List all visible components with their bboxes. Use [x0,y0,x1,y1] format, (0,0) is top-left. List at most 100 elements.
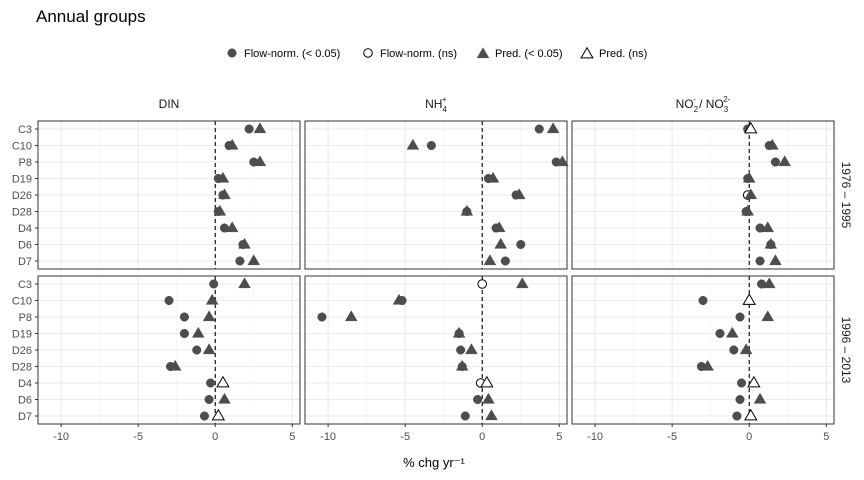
panel-r1-din [37,120,301,270]
x-tick-label: 0 [479,431,485,443]
y-tick-label: D7 [18,411,32,423]
legend-key-triangle [580,46,594,59]
point-pred-D28 [213,204,227,216]
row-strip-label: 1996 – 2013 [839,317,853,384]
point-pred-C10 [742,293,756,305]
y-tick-label: D19 [12,329,32,341]
point-pred-P8 [761,310,775,322]
point-pred-P8 [253,155,267,167]
point-pred-C10 [766,138,779,150]
x-tick-label: -5 [133,431,143,443]
point-pred-C3 [744,121,758,134]
y-tick-label: D19 [12,174,32,186]
legend-label: Flow-norm. (ns) [380,48,457,60]
panel-border [571,120,835,270]
x-tick-label: 5 [823,431,829,443]
point-pred-C10 [205,293,219,305]
point-flow-D6 [473,394,483,405]
points-r1-din [213,122,267,266]
legend-key-circle [363,48,373,58]
point-pred-C10 [406,138,420,150]
x-tick-label: 5 [289,431,295,443]
point-pred-D19 [452,326,466,338]
y-tick-label: D7 [18,256,32,268]
point-pred-C3 [253,122,267,134]
point-flow-C10 [164,295,174,306]
point-flow-D19 [179,328,189,339]
point-pred-C3 [762,277,776,289]
point-pred-D28 [741,204,755,216]
y-tick-label: D6 [18,395,32,407]
point-pred-D6 [764,237,778,249]
legend-item: Pred. (ns) [580,46,647,60]
points-r2-din [164,277,251,421]
point-flow-C10 [698,295,708,306]
point-flow-D26 [192,345,202,355]
strip-label-nh4: NH4+ [425,95,447,114]
y-tick-label: C3 [18,279,32,291]
y-tick-label: P8 [19,157,32,169]
panel-border [304,275,568,425]
point-pred-D19 [725,326,739,338]
panel-border [571,275,835,425]
row-strip-label: 1976 – 1995 [839,162,853,229]
y-tick-label: D4 [18,378,32,390]
point-pred-D19 [486,171,500,183]
point-flow-D4 [206,378,216,388]
point-pred-D19 [191,326,205,338]
point-pred-D4 [747,375,761,388]
point-flow-D26 [729,345,739,355]
point-pred-D26 [512,188,526,200]
y-tick-label: D26 [12,190,32,202]
point-pred-D7 [211,408,226,421]
point-pred-D26 [744,188,758,200]
point-pred-P8 [778,155,792,167]
panel-r1-nh4 [304,120,568,270]
point-flow-D26 [456,345,466,355]
points-r1-no23 [741,121,792,266]
point-pred-C3 [238,277,251,289]
strip-label-no23: NO2- / NO32- [676,95,731,114]
x-tick-label: -10 [587,431,603,443]
point-flow-D4 [736,378,747,388]
point-pred-D4 [225,221,239,233]
legend: Flow-norm. (< 0.05) Flow-norm. (ns) Pred. … [227,46,647,60]
point-pred-D7 [485,409,498,421]
point-flow-C3 [244,124,254,134]
legend-label: Pred. (< 0.05) [495,48,563,60]
x-tick-label: 5 [556,431,562,443]
point-pred-C3 [546,122,560,134]
point-flow-P8 [317,312,327,322]
legend-key-circle [227,48,237,58]
point-pred-D28 [168,359,182,371]
point-pred-D4 [216,375,230,388]
x-tick-label: -5 [400,431,410,443]
point-pred-D4 [492,221,506,233]
points-r2-no23 [696,277,776,421]
legend-key-triangle [476,47,490,59]
x-tick-label: 0 [746,431,752,443]
legend-label: Flow-norm. (< 0.05) [244,48,340,60]
point-pred-D26 [218,188,231,200]
point-flow-P8 [735,312,745,322]
point-pred-D7 [247,254,261,266]
point-flow-P8 [770,157,780,167]
panel-r1-no23 [571,120,835,270]
facet-strips: DIN NH4+ NO2- / NO32- 1976 – 1995 1996 – 201… [159,95,853,384]
point-flow-C3 [477,279,488,289]
legend-label: Pred. (ns) [599,48,647,60]
point-pred-D26 [202,343,216,355]
point-pred-D7 [769,254,782,266]
point-pred-D6 [753,392,767,404]
facet-panels: C3 C10 P8 D19 D26 D28 D4 D6 D7 C3 C10 P8 D19 D26 D28 D4… [12,120,835,443]
y-tick-label: D26 [12,345,32,357]
point-pred-P8 [556,155,569,167]
point-pred-P8 [202,310,216,322]
x-axis-label: % chg yr⁻¹ [403,455,465,470]
point-pred-D19 [742,171,756,183]
y-tick-label: C3 [18,124,32,136]
point-pred-D6 [218,392,231,404]
point-pred-D7 [483,254,497,266]
point-pred-D6 [238,237,251,249]
